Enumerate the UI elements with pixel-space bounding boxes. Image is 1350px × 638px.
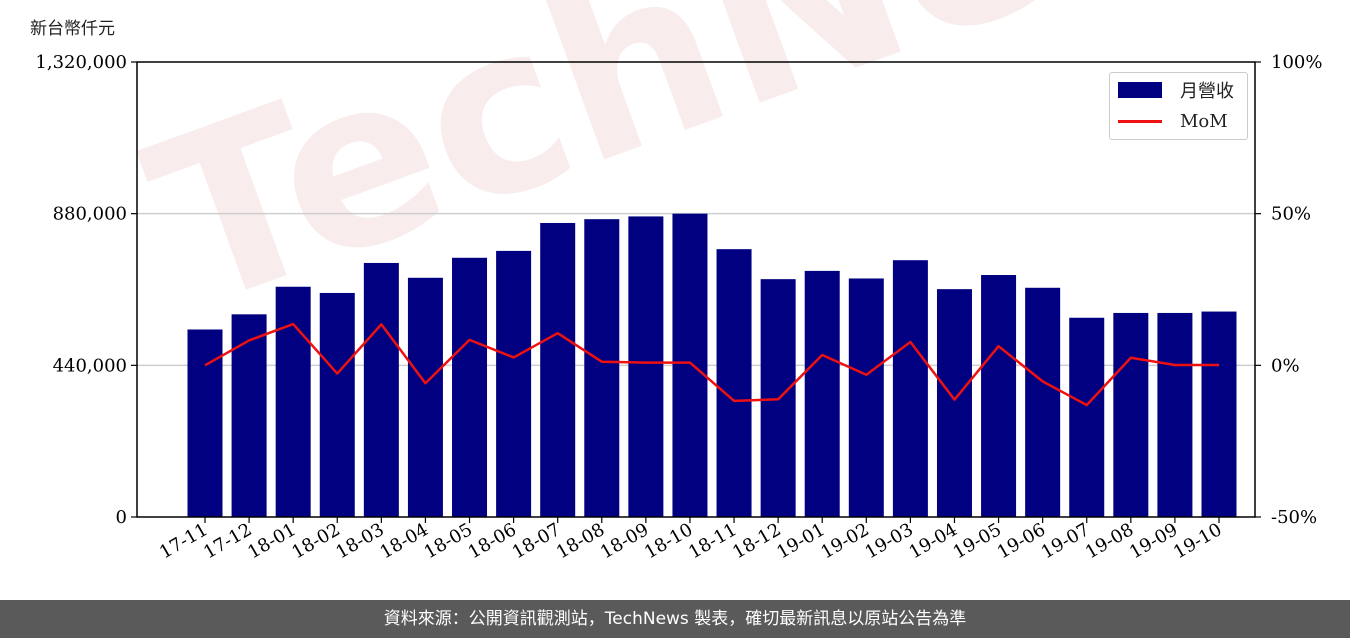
x-tick-label-18-05: 18-05 <box>421 519 476 563</box>
bar-18-01 <box>275 286 311 517</box>
bar-19-03 <box>892 260 928 517</box>
x-tick-label-18-02: 18-02 <box>288 519 343 563</box>
legend-swatch-line <box>1118 119 1162 123</box>
chart: 0 440,000 880,000 1,320,000 -50% 0% 50% 100% 17-… <box>35 52 1322 563</box>
y-right-tick-label: 0% <box>1271 355 1300 376</box>
legend-item-revenue: 月營收 <box>1118 78 1234 102</box>
x-tick-label-18-08: 18-08 <box>553 519 608 563</box>
bar-18-06 <box>496 250 532 518</box>
footer-source-note: 資料來源：公開資訊觀測站，TechNews 製表，確切最新訊息以原站公告為準 <box>0 600 1350 638</box>
legend-item-mom: MoM <box>1118 109 1228 133</box>
legend-label-revenue: 月營收 <box>1180 81 1234 102</box>
x-tick-label-18-06: 18-06 <box>465 519 520 563</box>
y-left-tick-label: 1,320,000 <box>35 52 127 73</box>
y-right-tick-label: -50% <box>1271 507 1317 528</box>
bar-19-10 <box>1201 311 1237 517</box>
x-tick-label-19-03: 19-03 <box>861 519 916 563</box>
bar-19-09 <box>1157 312 1193 517</box>
bar-18-10 <box>672 213 708 517</box>
x-tick-label-18-04: 18-04 <box>376 519 431 563</box>
x-tick-label-18-11: 18-11 <box>685 519 740 563</box>
bar-18-04 <box>407 277 443 517</box>
bar-19-08 <box>1113 312 1149 517</box>
bar-19-02 <box>848 278 884 517</box>
x-tick-label-18-10: 18-10 <box>641 519 696 563</box>
bar-17-11 <box>187 329 223 517</box>
y-left-tick-label: 440,000 <box>53 355 127 376</box>
bar-17-12 <box>231 314 267 517</box>
y-left-tick-label: 0 <box>116 507 127 528</box>
legend: 月營收 MoM <box>1109 72 1248 140</box>
x-tick-label-19-06: 19-06 <box>994 519 1049 563</box>
bar-18-03 <box>363 262 399 517</box>
y-right-tick-label: 100% <box>1271 52 1322 73</box>
x-tick-label-19-10: 19-10 <box>1170 519 1225 563</box>
bar-19-01 <box>804 270 840 517</box>
y-right-tick-label: 50% <box>1271 204 1311 225</box>
x-tick-label-19-04: 19-04 <box>906 519 961 563</box>
x-tick-label-17-12: 17-12 <box>200 519 255 563</box>
x-tick-label-19-07: 19-07 <box>1038 519 1093 563</box>
x-tick-label-19-01: 19-01 <box>773 519 828 563</box>
bar-18-11 <box>716 249 752 517</box>
x-tick-label-19-02: 19-02 <box>817 519 872 563</box>
plot-frame <box>136 61 1256 518</box>
mom-line <box>204 322 1219 407</box>
x-tick-label-19-08: 19-08 <box>1082 519 1137 563</box>
legend-swatch-bar <box>1118 82 1162 98</box>
x-tick-label-18-12: 18-12 <box>729 519 784 563</box>
x-tick-label-18-07: 18-07 <box>509 519 564 563</box>
bar-18-09 <box>628 216 664 517</box>
bar-18-05 <box>452 257 488 517</box>
legend-label-mom: MoM <box>1180 110 1228 132</box>
bar-18-08 <box>584 219 620 517</box>
bar-18-02 <box>319 292 355 517</box>
bar-19-06 <box>1025 287 1061 517</box>
y-left-tick-label: 880,000 <box>53 204 127 225</box>
x-tick-label-18-01: 18-01 <box>244 519 299 563</box>
bar-18-07 <box>540 222 576 517</box>
bar-19-05 <box>981 275 1017 517</box>
x-tick-label-18-03: 18-03 <box>332 519 387 563</box>
x-tick-label-18-09: 18-09 <box>597 519 652 563</box>
x-tick-label-17-11: 17-11 <box>156 519 211 563</box>
bar-19-04 <box>936 289 972 517</box>
y-axis-unit-label: 新台幣仟元 <box>30 19 115 39</box>
x-tick-label-19-09: 19-09 <box>1126 519 1181 563</box>
x-tick-label-19-05: 19-05 <box>950 519 1005 563</box>
bar-19-07 <box>1069 317 1105 517</box>
